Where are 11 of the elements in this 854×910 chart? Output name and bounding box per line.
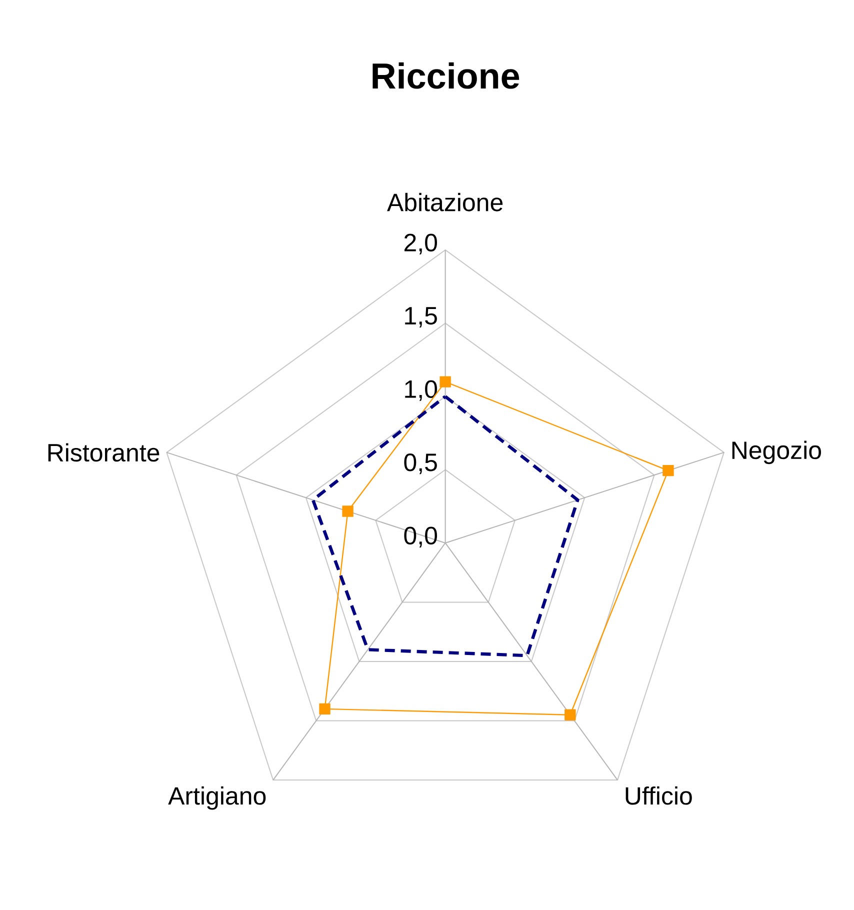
spoke-label: Ufficio	[626, 786, 692, 805]
y-tick-label: 1,0	[405, 380, 438, 401]
y-tick-label: 0,5	[404, 454, 437, 474]
spoke-label: Abitazione	[387, 192, 503, 212]
chart-title: Riccione	[372, 62, 520, 89]
y-tick-label: 1,5	[405, 307, 437, 328]
spoke-label: Artigiano	[168, 786, 266, 810]
spoke-label: Negozio	[732, 440, 822, 464]
y-tick-label: 0,0	[404, 526, 438, 548]
y-tick-label: 2,0	[404, 234, 438, 254]
spoke-label: Ristorante	[48, 443, 160, 462]
